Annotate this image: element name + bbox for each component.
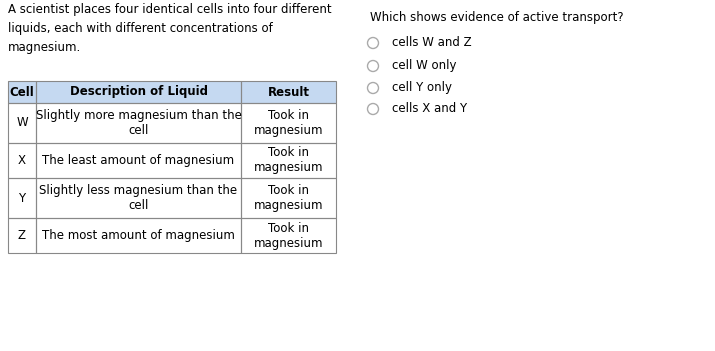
FancyBboxPatch shape bbox=[8, 81, 336, 103]
Text: A scientist places four identical cells into four different
liquids, each with d: A scientist places four identical cells … bbox=[8, 3, 332, 54]
Text: Result: Result bbox=[267, 86, 310, 99]
Text: The least amount of magnesium: The least amount of magnesium bbox=[42, 154, 235, 167]
Text: Slightly less magnesium than the
cell: Slightly less magnesium than the cell bbox=[39, 184, 237, 212]
Text: cells W and Z: cells W and Z bbox=[392, 37, 472, 49]
Text: Z: Z bbox=[18, 229, 26, 242]
Text: Y: Y bbox=[19, 192, 26, 205]
Text: The most amount of magnesium: The most amount of magnesium bbox=[42, 229, 235, 242]
Text: cell W only: cell W only bbox=[392, 60, 456, 73]
Text: Took in
magnesium: Took in magnesium bbox=[254, 221, 323, 250]
Text: X: X bbox=[18, 154, 26, 167]
Text: W: W bbox=[16, 117, 28, 130]
Text: Description of Liquid: Description of Liquid bbox=[69, 86, 207, 99]
Text: Took in
magnesium: Took in magnesium bbox=[254, 109, 323, 137]
Text: Took in
magnesium: Took in magnesium bbox=[254, 184, 323, 212]
Text: Took in
magnesium: Took in magnesium bbox=[254, 146, 323, 174]
Text: Cell: Cell bbox=[9, 86, 34, 99]
Text: Slightly more magnesium than the
cell: Slightly more magnesium than the cell bbox=[36, 109, 242, 137]
Text: cells X and Y: cells X and Y bbox=[392, 102, 467, 115]
Text: Which shows evidence of active transport?: Which shows evidence of active transport… bbox=[370, 11, 623, 24]
Text: cell Y only: cell Y only bbox=[392, 81, 452, 94]
